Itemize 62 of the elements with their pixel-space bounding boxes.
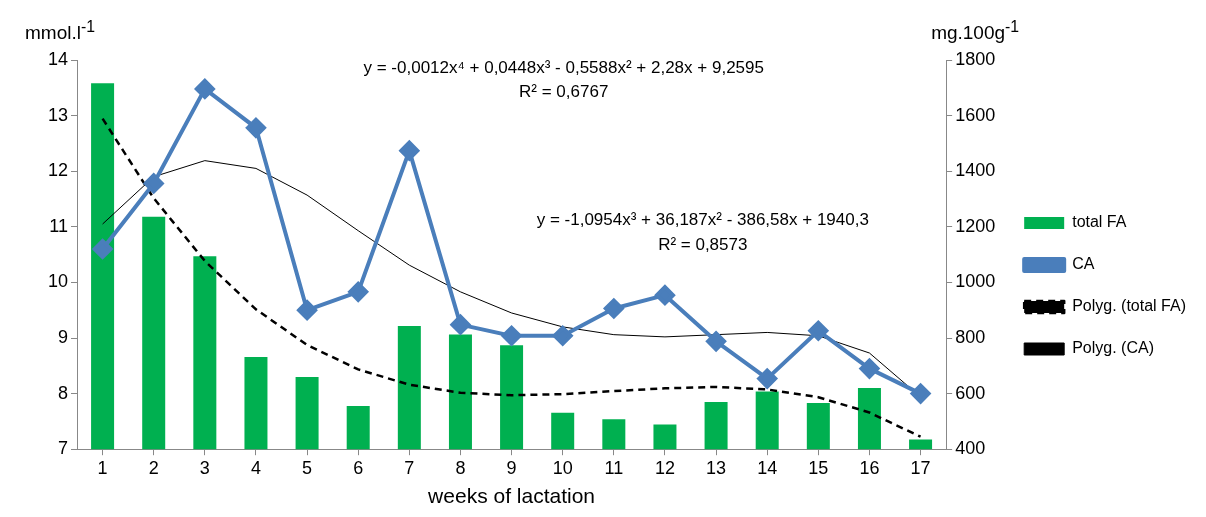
x-tick-label: 8 [455,457,466,478]
y2-tick-label: 1800 [955,48,996,69]
y-tick-label: 13 [47,104,69,125]
x-tick-label: 9 [506,457,517,478]
point [245,117,266,138]
x-tick-label: 4 [250,457,261,478]
y-tick-label: 10 [47,271,69,292]
y2-tick-label: 1600 [955,104,996,125]
y-tick-label: 7 [58,438,69,459]
point [297,300,318,321]
x-tick-label: 11 [604,457,624,478]
legend-label: Polyg. (CA) [1072,339,1154,357]
x-tick-label: 2 [148,457,159,478]
y2-tick-label: 1000 [955,271,996,292]
x-tick-label: 13 [706,457,727,478]
point [450,314,471,335]
legend-label: total FA [1072,213,1127,231]
y-tick-label: 12 [47,160,69,181]
y-tick-label: 9 [58,326,69,347]
legend-label: Polyg. (total FA) [1072,297,1187,315]
y2-tick-label: 800 [955,326,986,347]
x-tick-label: 16 [859,457,880,478]
x-axis-title: weeks of lactation [427,484,596,508]
x-tick-label: 5 [302,457,313,478]
y2-tick-label: 400 [955,438,986,459]
y2-tick-label: 600 [955,382,986,403]
y2-tick-label: 1400 [955,160,996,181]
y-axis-title: mmol.l$^{-1}$ [25,18,96,45]
annotation: R² = 0,6767 [519,82,609,102]
annotation: y = -1,0954x³ + 36,187x² - 386,58x + 1940,3 [536,210,869,230]
point [654,285,675,306]
x-tick-label: 7 [404,457,415,478]
x-tick-label: 15 [808,457,829,478]
line-series [101,117,922,438]
x-tick-label: 6 [353,457,364,478]
x-tick-label: 14 [757,457,778,478]
point [910,383,931,404]
x-tick-label: 17 [910,457,931,478]
y2-axis-title: mg.100g$^{-1}$ [931,18,1020,45]
y-tick-label: 11 [49,215,69,236]
point [143,173,164,194]
point [501,325,522,346]
point [603,298,624,319]
point [757,368,778,389]
point [92,239,113,260]
x-tick-label: 10 [552,457,573,478]
annotation: y = -0,0012x⁴ + 0,0448x³ - 0,5588x² + 2,28x + 9,2595 [363,58,764,78]
x-tick-label: 1 [97,457,108,478]
point [552,325,573,346]
point [194,78,215,99]
x-tick-label: 3 [199,457,210,478]
y2-tick-label: 1200 [955,215,996,236]
point [399,140,420,161]
point [859,358,880,379]
y-tick-label: 14 [47,48,69,69]
annotation: R² = 0,8573 [658,235,748,255]
x-tick-label: 12 [654,457,675,478]
point [808,320,829,341]
point [348,281,369,302]
legend-label: CA [1072,255,1095,273]
point [706,331,727,352]
y-tick-label: 8 [58,382,69,403]
